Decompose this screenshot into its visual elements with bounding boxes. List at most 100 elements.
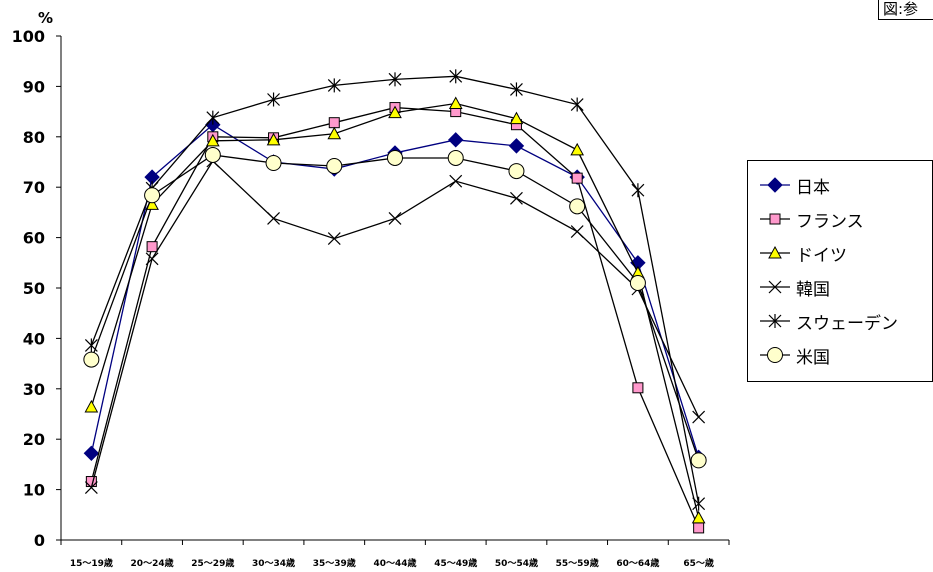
- y-axis-unit: %: [38, 9, 53, 27]
- data-point: [327, 78, 341, 93]
- legend-swatch: [760, 213, 790, 225]
- legend-item: 米国: [758, 343, 830, 368]
- data-point: [83, 351, 100, 368]
- data-point: [570, 142, 585, 156]
- series-lines: [83, 69, 707, 534]
- data-point: [85, 476, 97, 488]
- data-point: [690, 452, 707, 469]
- data-point: [84, 338, 98, 353]
- legend-label: ドイツ: [796, 245, 847, 266]
- legend-marker: [767, 347, 783, 363]
- data-point: [449, 69, 463, 84]
- data-point: [448, 132, 464, 148]
- x-tick-label: 60〜64歳: [616, 557, 659, 569]
- data-point: [146, 241, 158, 253]
- data-point: [328, 117, 340, 129]
- series-6: [83, 146, 707, 469]
- x-tick-labels: 15〜19歳 20〜24歳 25〜29歳 30〜34歳 35〜39歳 40〜44歳 45〜4…: [70, 557, 714, 569]
- legend-item: ドイツ: [758, 241, 847, 266]
- data-point: [571, 172, 583, 184]
- y-tick-label: 50: [23, 279, 45, 298]
- y-tick-label: 100: [12, 27, 45, 46]
- legend-swatch: [760, 314, 790, 328]
- data-point: [629, 274, 646, 291]
- data-point: [206, 110, 220, 125]
- x-tick-label: 20〜24歳: [131, 557, 174, 569]
- data-point: [84, 481, 98, 495]
- data-point: [449, 174, 463, 188]
- legend-marker: [768, 314, 782, 328]
- data-point: [632, 382, 644, 394]
- data-point: [327, 126, 342, 140]
- data-point: [569, 198, 586, 215]
- series-1: [83, 116, 707, 466]
- data-point: [84, 399, 99, 413]
- data-point: [631, 183, 645, 198]
- data-point: [692, 496, 706, 511]
- x-tick-label: 35〜39歳: [313, 557, 356, 569]
- data-point: [693, 522, 705, 534]
- x-tick-label: 30〜34歳: [252, 557, 295, 569]
- data-point: [326, 158, 343, 175]
- x-tick-label: 50〜54歳: [495, 557, 538, 569]
- legend-swatch: [760, 245, 790, 259]
- data-point: [388, 72, 402, 87]
- legend-item: 韓国: [758, 275, 830, 300]
- series-5: [84, 69, 706, 511]
- series-2: [85, 102, 705, 534]
- legend-label: スウェーデン: [796, 313, 898, 334]
- data-point: [265, 155, 282, 172]
- data-point: [145, 252, 159, 266]
- legend-label: 日本: [796, 177, 830, 198]
- legend-label: 韓国: [796, 279, 830, 300]
- legend-swatch: [760, 280, 790, 294]
- x-tick-label: 55〜59歳: [556, 557, 599, 569]
- legend-item: フランス: [758, 207, 864, 232]
- data-point: [510, 82, 523, 97]
- data-point: [388, 105, 402, 119]
- x-tick-label: 15〜19歳: [70, 557, 113, 569]
- data-point: [205, 133, 220, 147]
- legend: 日本フランスドイツ韓国スウェーデン 米国: [747, 160, 933, 382]
- data-point: [447, 149, 464, 166]
- data-point: [266, 132, 281, 146]
- data-point: [204, 146, 221, 163]
- data-point: [387, 149, 403, 166]
- data-point: [83, 445, 100, 462]
- legend-label: 米国: [796, 347, 830, 368]
- data-point: [144, 187, 161, 204]
- x-tick-label: 45〜49歳: [434, 557, 477, 569]
- legend-marker: [767, 177, 783, 193]
- data-point: [509, 111, 524, 125]
- legend-marker: [768, 280, 782, 294]
- legend-item: スウェーデン: [758, 309, 898, 334]
- series-3: [84, 96, 706, 524]
- data-point: [510, 191, 523, 205]
- series-line: [90, 154, 700, 461]
- legend-marker: [769, 213, 781, 225]
- y-tick-label: 80: [23, 128, 45, 147]
- data-point: [327, 232, 341, 246]
- y-tick-label: 70: [23, 178, 45, 197]
- series-line: [90, 75, 700, 504]
- series-line: [90, 106, 700, 529]
- data-point: [691, 510, 706, 524]
- series-4: [84, 154, 706, 495]
- figure-label: 図:参: [878, 0, 933, 20]
- legend-swatch: [760, 177, 790, 193]
- data-point: [570, 97, 584, 112]
- data-point: [508, 138, 525, 154]
- x-tick-label: 65〜歳: [683, 557, 714, 569]
- y-tick-label: 0: [34, 531, 45, 550]
- legend-swatch: [760, 347, 790, 363]
- y-tick-label: 30: [23, 380, 45, 399]
- data-point: [508, 163, 525, 180]
- data-point: [570, 225, 584, 238]
- legend-marker: [768, 245, 782, 259]
- legend-label: フランス: [796, 211, 864, 232]
- y-tick-label: 60: [23, 229, 45, 248]
- data-point: [448, 96, 463, 110]
- y-tick-label: 40: [23, 329, 45, 348]
- y-tick-labels: 0 10 20 30 40 50 60 70 80 90 100: [12, 27, 45, 550]
- data-point: [388, 212, 402, 225]
